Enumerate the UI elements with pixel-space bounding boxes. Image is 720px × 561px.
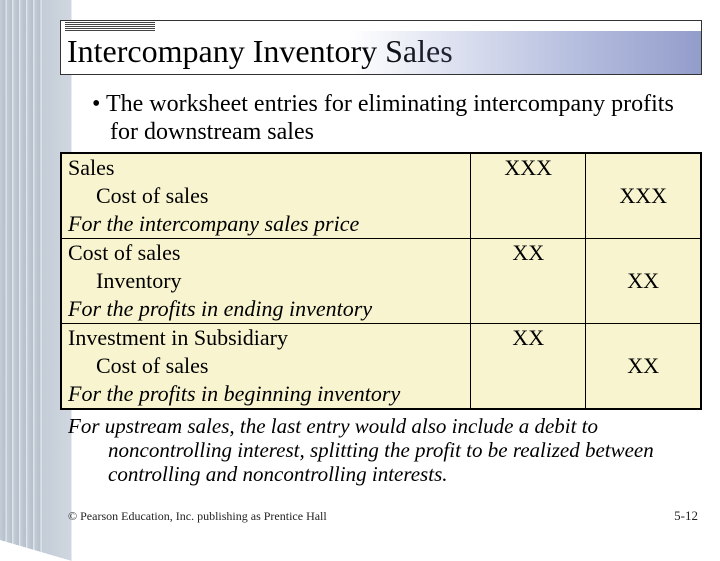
entry-description: For the profits in beginning inventory <box>61 380 471 409</box>
table-row: For the intercompany sales price <box>61 210 701 239</box>
entry-description: Cost of sales <box>61 239 471 268</box>
debit-cell <box>471 210 586 239</box>
entry-description: For the profits in ending inventory <box>61 295 471 324</box>
entry-description: Cost of sales <box>61 182 471 210</box>
table-row: Cost of sales XX <box>61 352 701 380</box>
debit-cell <box>471 352 586 380</box>
title-banner: Intercompany Inventory Sales <box>60 20 702 75</box>
debit-cell <box>471 267 586 295</box>
entry-description: Sales <box>61 153 471 182</box>
credit-cell <box>586 239 701 268</box>
credit-cell <box>586 324 701 353</box>
credit-cell <box>586 210 701 239</box>
table-row: Cost of salesXX <box>61 239 701 268</box>
debit-cell <box>471 295 586 324</box>
slide-content: Intercompany Inventory Sales The workshe… <box>60 20 702 495</box>
intro-bullet: The worksheet entries for eliminating in… <box>60 85 702 152</box>
debit-cell: XX <box>471 324 586 353</box>
credit-cell <box>586 380 701 409</box>
table-row: SalesXXX <box>61 153 701 182</box>
title-text: Intercompany Inventory Sales <box>67 33 453 69</box>
credit-cell <box>586 153 701 182</box>
title-hatch-decoration <box>65 21 155 31</box>
footer-note: For upstream sales, the last entry would… <box>60 410 702 494</box>
table-row: Inventory XX <box>61 267 701 295</box>
table-row: For the profits in ending inventory <box>61 295 701 324</box>
credit-cell <box>586 295 701 324</box>
journal-entries-table: SalesXXXCost of salesXXXFor the intercom… <box>60 152 702 410</box>
table-row: For the profits in beginning inventory <box>61 380 701 409</box>
entry-description: Inventory <box>61 267 471 295</box>
entry-description: Investment in Subsidiary <box>61 324 471 353</box>
entry-description: For the intercompany sales price <box>61 210 471 239</box>
credit-cell: XX <box>586 267 701 295</box>
debit-cell <box>471 380 586 409</box>
page-number: 5-12 <box>674 508 698 524</box>
table-row: Investment in SubsidiaryXX <box>61 324 701 353</box>
entry-description: Cost of sales <box>61 352 471 380</box>
debit-cell: XX <box>471 239 586 268</box>
credit-cell: XX <box>586 352 701 380</box>
slide-title: Intercompany Inventory Sales <box>61 31 701 74</box>
debit-cell <box>471 182 586 210</box>
debit-cell: XXX <box>471 153 586 182</box>
copyright-text: © Pearson Education, Inc. publishing as … <box>68 509 327 524</box>
credit-cell: XXX <box>586 182 701 210</box>
table-row: Cost of sales XXX <box>61 182 701 210</box>
